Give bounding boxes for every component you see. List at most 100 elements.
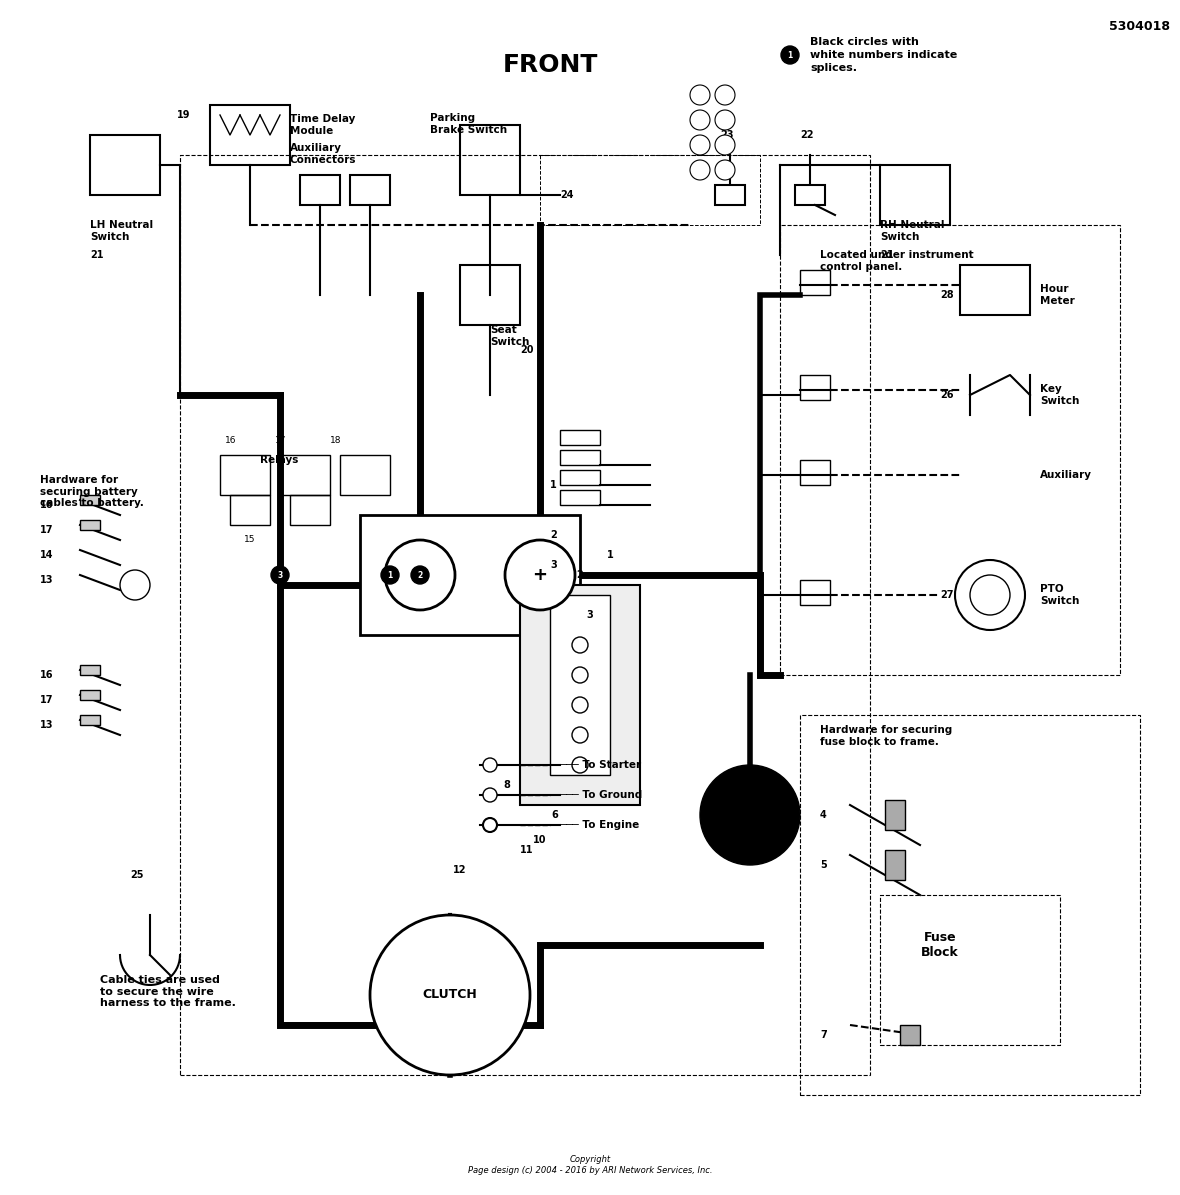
- Text: 16: 16: [225, 436, 236, 445]
- Text: Black circles with
white numbers indicate
splices.: Black circles with white numbers indicat…: [809, 37, 957, 73]
- Text: Cable ties are used
to secure the wire
harness to the frame.: Cable ties are used to secure the wire h…: [100, 975, 236, 1009]
- Circle shape: [700, 765, 800, 865]
- Text: 14: 14: [40, 550, 53, 560]
- Text: ─── To Starter: ─── To Starter: [560, 760, 641, 770]
- Circle shape: [120, 570, 150, 600]
- Circle shape: [690, 135, 710, 155]
- Text: 16: 16: [40, 670, 53, 680]
- Circle shape: [970, 575, 1010, 615]
- Text: Auxiliary
Connectors: Auxiliary Connectors: [290, 143, 356, 165]
- Circle shape: [505, 540, 575, 609]
- Text: 3: 3: [550, 560, 557, 570]
- Text: Seat
Switch: Seat Switch: [490, 325, 530, 347]
- Text: 21: 21: [90, 250, 104, 261]
- Text: 21: 21: [880, 250, 893, 261]
- Text: 1: 1: [387, 570, 393, 580]
- Text: LH Neutral
Switch: LH Neutral Switch: [90, 220, 153, 241]
- Circle shape: [483, 758, 497, 772]
- Text: Hardware for securing
fuse block to frame.: Hardware for securing fuse block to fram…: [820, 725, 952, 747]
- Text: −: −: [412, 565, 428, 584]
- Text: Relays: Relays: [260, 455, 299, 465]
- Circle shape: [385, 540, 455, 609]
- Text: Located under instrument
control panel.: Located under instrument control panel.: [820, 250, 973, 271]
- Text: 13: 13: [40, 721, 53, 730]
- Circle shape: [690, 160, 710, 180]
- Text: 22: 22: [800, 130, 813, 140]
- Bar: [280, 455, 330, 495]
- Circle shape: [483, 788, 497, 802]
- Text: 2: 2: [418, 570, 422, 580]
- Text: 26: 26: [940, 390, 953, 400]
- Circle shape: [572, 667, 588, 684]
- Bar: [80, 520, 100, 531]
- Text: 23: 23: [720, 130, 734, 140]
- Text: 11: 11: [520, 845, 533, 854]
- Text: ─── To Ground: ─── To Ground: [560, 790, 642, 799]
- Text: 13: 13: [40, 575, 53, 586]
- Bar: [181, 155, 870, 1076]
- Circle shape: [781, 45, 799, 65]
- Bar: [360, 515, 581, 635]
- Text: 3: 3: [586, 609, 594, 620]
- Text: 12: 12: [453, 865, 467, 875]
- Text: FRONT: FRONT: [503, 53, 598, 76]
- Bar: [210, 105, 290, 165]
- Bar: [795, 185, 825, 206]
- Circle shape: [715, 160, 735, 180]
- Bar: [800, 375, 830, 400]
- Bar: [90, 135, 160, 195]
- Circle shape: [381, 566, 399, 584]
- Circle shape: [271, 566, 289, 584]
- Text: ─── To Engine: ─── To Engine: [560, 820, 640, 831]
- Text: 28: 28: [940, 290, 953, 300]
- Bar: [80, 715, 100, 725]
- Text: 17: 17: [40, 525, 53, 535]
- Text: CLUTCH: CLUTCH: [422, 988, 478, 1001]
- Circle shape: [715, 110, 735, 130]
- Text: 25: 25: [130, 870, 144, 880]
- Text: 9: 9: [747, 831, 753, 840]
- Bar: [800, 580, 830, 605]
- Text: 15: 15: [244, 535, 256, 544]
- Bar: [880, 165, 950, 225]
- Circle shape: [715, 135, 735, 155]
- Bar: [560, 490, 599, 505]
- Bar: [560, 470, 599, 485]
- Text: 20: 20: [520, 345, 533, 355]
- Text: +: +: [532, 566, 548, 584]
- Circle shape: [411, 566, 430, 584]
- Bar: [80, 664, 100, 675]
- Circle shape: [371, 915, 530, 1076]
- Bar: [780, 225, 1120, 675]
- Circle shape: [690, 110, 710, 130]
- Bar: [300, 174, 340, 206]
- Bar: [460, 265, 520, 325]
- Bar: [885, 799, 905, 831]
- Circle shape: [572, 697, 588, 713]
- Text: RH Neutral
Switch: RH Neutral Switch: [880, 220, 944, 241]
- Text: Key
Switch: Key Switch: [1040, 385, 1080, 406]
- Bar: [520, 586, 640, 805]
- Text: 5: 5: [820, 860, 827, 870]
- Text: Time Delay
Module: Time Delay Module: [290, 115, 355, 136]
- Text: Hour
Meter: Hour Meter: [1040, 284, 1075, 306]
- Bar: [961, 265, 1030, 315]
- Text: PTO
Switch: PTO Switch: [1040, 584, 1080, 606]
- Bar: [80, 495, 100, 505]
- Text: 17: 17: [40, 695, 53, 705]
- Text: Hardware for
securing battery
cables to battery.: Hardware for securing battery cables to …: [40, 474, 144, 508]
- Text: 1: 1: [550, 480, 557, 490]
- Text: Parking
Brake Switch: Parking Brake Switch: [430, 114, 507, 135]
- Bar: [715, 185, 745, 206]
- Text: 19: 19: [177, 110, 190, 120]
- Circle shape: [572, 637, 588, 652]
- Text: 2: 2: [550, 531, 557, 540]
- Text: 7: 7: [820, 1030, 827, 1040]
- Bar: [230, 495, 270, 525]
- Text: 3: 3: [277, 570, 283, 580]
- Text: 5304018: 5304018: [1109, 20, 1171, 33]
- Text: 2: 2: [577, 570, 583, 580]
- Bar: [885, 850, 905, 880]
- Text: 10: 10: [533, 835, 546, 845]
- Text: 6: 6: [551, 810, 558, 820]
